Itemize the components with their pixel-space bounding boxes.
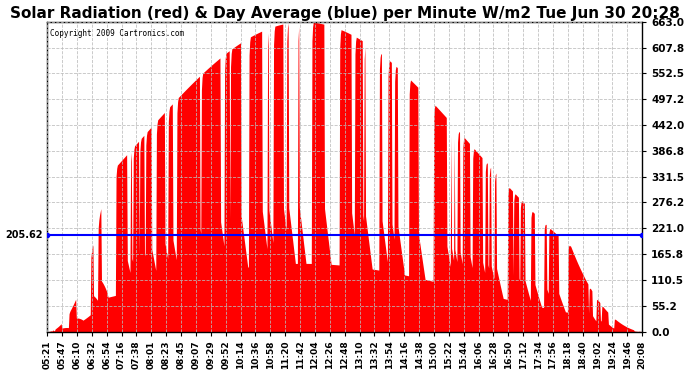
Text: 205.62: 205.62 [6,231,43,240]
Title: Solar Radiation (red) & Day Average (blue) per Minute W/m2 Tue Jun 30 20:28: Solar Radiation (red) & Day Average (blu… [10,6,680,21]
Text: Copyright 2009 Cartronics.com: Copyright 2009 Cartronics.com [50,30,184,39]
